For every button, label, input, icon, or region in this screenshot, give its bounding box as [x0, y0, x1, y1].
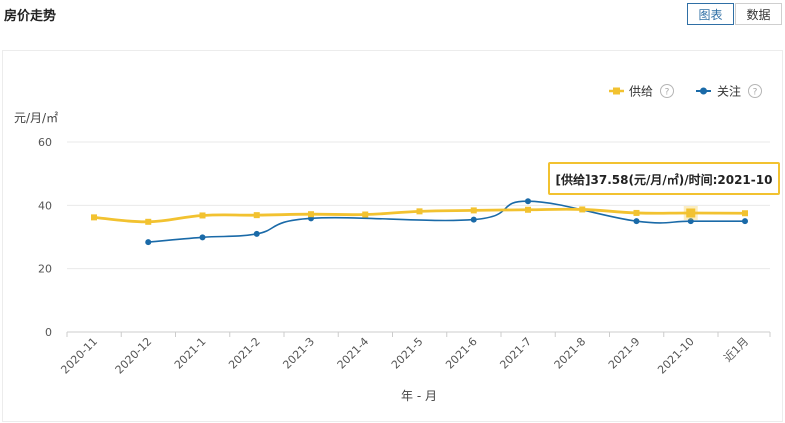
- x-tick-label: 2021-8: [552, 335, 589, 372]
- data-point-attention[interactable]: [742, 218, 748, 225]
- legend-attention-help-icon[interactable]: [748, 84, 762, 98]
- data-point-supply[interactable]: [579, 206, 586, 213]
- legend-attention-marker[interactable]: [700, 87, 707, 95]
- legend-supply-help-glyph: ?: [665, 88, 670, 98]
- data-point-supply[interactable]: [686, 208, 696, 218]
- data-point-supply[interactable]: [308, 211, 314, 218]
- x-tick-label: 近1月: [721, 335, 751, 365]
- data-point-supply[interactable]: [145, 218, 152, 225]
- series-line-attention: [148, 200, 745, 243]
- x-tick-label: 2021-10: [655, 335, 697, 377]
- x-tick-label: 2021-6: [443, 335, 480, 372]
- data-point-supply[interactable]: [742, 210, 748, 217]
- legend-supply-marker[interactable]: [613, 87, 620, 95]
- legend: 供给 ? 关注 ?: [609, 84, 762, 99]
- y-axis-label: 元/月/㎡: [14, 111, 58, 125]
- data-point-attention[interactable]: [253, 230, 260, 237]
- data-point-supply[interactable]: [253, 212, 260, 219]
- data-point-supply[interactable]: [362, 211, 369, 218]
- x-tick-label: 2021-7: [497, 335, 534, 372]
- y-tick-label-60: 60: [38, 136, 52, 149]
- x-tick-label: 2021-2: [226, 335, 263, 372]
- series-layer: [91, 198, 748, 246]
- data-tooltip: [供给]37.58(元/月/㎡)/时间:2021-10: [548, 162, 780, 195]
- grid-layer: [67, 141, 770, 270]
- data-point-supply[interactable]: [633, 209, 640, 216]
- x-tick-label: 2020-11: [58, 335, 100, 377]
- data-point-attention[interactable]: [525, 198, 531, 205]
- data-point-supply[interactable]: [470, 207, 477, 214]
- legend-supply-label[interactable]: 供给: [629, 85, 653, 99]
- y-tick-label-40: 40: [38, 199, 52, 212]
- x-tick-label: 2021-5: [389, 335, 426, 372]
- data-point-attention[interactable]: [145, 239, 152, 246]
- y-tick-label-0: 0: [45, 326, 52, 339]
- data-view-button[interactable]: 数据: [735, 3, 782, 25]
- legend-attention-label[interactable]: 关注: [717, 84, 741, 99]
- x-axis-label: 年 - 月: [401, 389, 437, 403]
- data-point-attention[interactable]: [470, 216, 477, 223]
- data-point-supply[interactable]: [91, 214, 97, 221]
- page-title: 房价走势: [4, 9, 57, 24]
- data-point-supply[interactable]: [416, 208, 423, 215]
- legend-supply-help-icon[interactable]: [660, 84, 674, 98]
- x-tick-label: 2021-4: [335, 335, 372, 372]
- y-tick-label-20: 20: [38, 263, 52, 276]
- data-point-attention[interactable]: [199, 234, 206, 241]
- chart-panel: [2, 50, 783, 422]
- data-point-supply[interactable]: [199, 212, 206, 219]
- x-tick-label: 2021-9: [606, 335, 643, 372]
- x-tick-label: 2021-3: [280, 335, 317, 372]
- data-point-attention[interactable]: [633, 218, 640, 225]
- chart-view-button[interactable]: 图表: [687, 3, 734, 25]
- x-tick-label: 2021-1: [172, 335, 209, 372]
- data-point-supply[interactable]: [525, 206, 531, 213]
- data-point-attention[interactable]: [687, 218, 694, 225]
- legend-attention-help-glyph: ?: [753, 88, 758, 98]
- x-tick-label: 2020-12: [113, 335, 155, 377]
